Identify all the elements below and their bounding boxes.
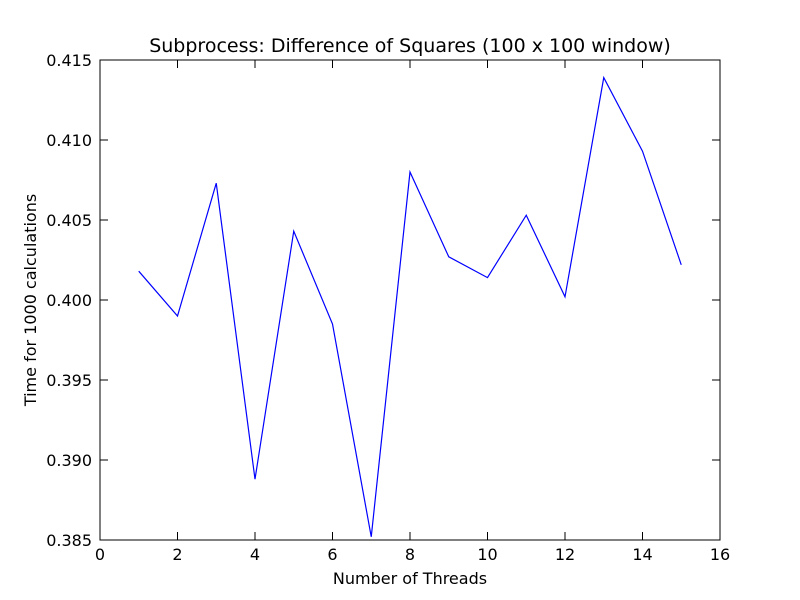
y-tick-label: 0.385 [46, 531, 92, 550]
chart-title: Subprocess: Difference of Squares (100 x… [149, 35, 671, 57]
x-axis: 0 2 4 6 8 10 12 14 16 [95, 60, 730, 564]
x-tick-label: 2 [172, 545, 182, 564]
y-axis: 0.385 0.390 0.395 0.400 0.405 0.410 0.415 [46, 51, 720, 550]
x-tick-label: 0 [95, 545, 105, 564]
y-tick-label: 0.395 [46, 371, 92, 390]
x-tick-label: 16 [710, 545, 730, 564]
x-axis-label: Number of Threads [333, 569, 487, 588]
plot-area [138, 75, 682, 537]
x-tick-label: 14 [632, 545, 652, 564]
y-tick-label: 0.400 [46, 291, 92, 310]
x-tick-label: 12 [555, 545, 575, 564]
y-tick-label: 0.415 [46, 51, 92, 70]
series-line [138, 75, 682, 537]
x-tick-label: 10 [477, 545, 497, 564]
x-tick-label: 4 [250, 545, 260, 564]
y-tick-label: 0.405 [46, 211, 92, 230]
plot-frame [99, 59, 721, 541]
y-axis-label: Time for 1000 calculations [21, 194, 40, 407]
y-tick-label: 0.410 [46, 131, 92, 150]
x-tick-label: 6 [327, 545, 337, 564]
y-tick-label: 0.390 [46, 451, 92, 470]
x-tick-label: 8 [405, 545, 415, 564]
